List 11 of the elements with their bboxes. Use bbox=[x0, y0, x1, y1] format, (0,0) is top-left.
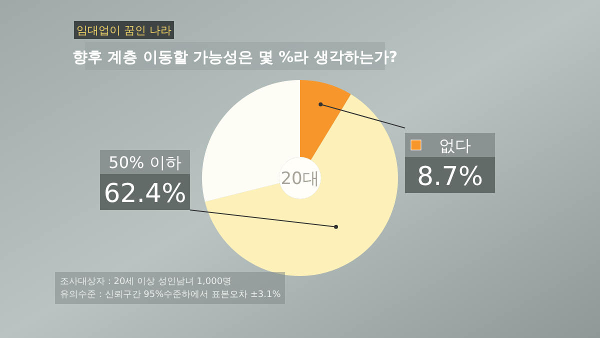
text: 20대 bbox=[280, 169, 320, 189]
slice-label: 50% 이하 bbox=[108, 153, 182, 172]
donut-slice bbox=[300, 80, 351, 160]
text: 유의수준 : 신뢰구간 95%수준하에서 표본오차 ±3.1% bbox=[60, 290, 282, 300]
data-label: 8.7% bbox=[416, 162, 484, 192]
text: 조사대상자 : 20세 이상 성인남녀 1,000명 bbox=[60, 277, 232, 287]
chart-title: 향후 계층 이동할 가능성은 몇 %라 생각하는가? bbox=[72, 48, 398, 66]
text: 임대업이 꿈인 나라 bbox=[76, 24, 172, 37]
data-label: 62.4% bbox=[104, 179, 186, 209]
donut-slice bbox=[204, 94, 398, 276]
legend-label: 없다 bbox=[439, 136, 471, 155]
